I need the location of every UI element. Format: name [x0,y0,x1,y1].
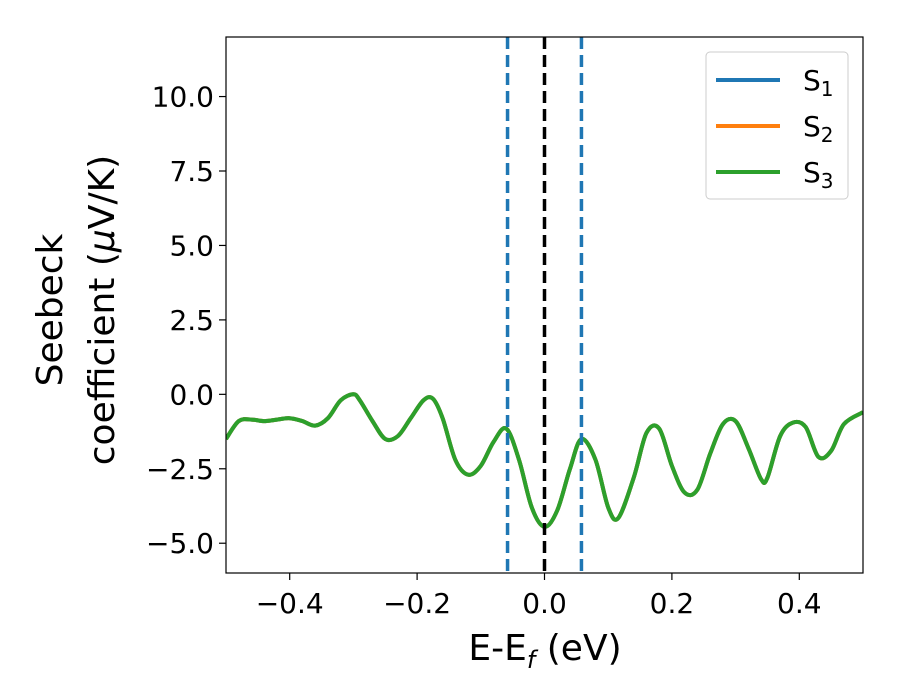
y-axis-label: Seebeck coefficient (μV/K) [30,155,123,465]
y-tick-label: 0.0 [169,378,214,411]
y-tick-label: 5.0 [169,229,214,262]
x-axis: −0.4 −0.2 0.0 0.2 0.4 [256,573,822,620]
y-tick-label: 10.0 [152,81,214,114]
y-tick-label: −2.5 [146,453,214,486]
x-tick-label: 0.2 [650,587,695,620]
x-tick-label: 0.0 [522,587,567,620]
x-tick-label: 0.4 [777,587,822,620]
x-tick-label: −0.2 [383,587,451,620]
legend-label-s2: S2 [803,110,834,147]
legend-label-s3: S3 [803,156,834,193]
y-axis-label-line2: coefficient (μV/K) [82,155,123,465]
x-tick-label: −0.4 [256,587,324,620]
plot-area [226,37,863,573]
series-line-s3 [226,392,863,529]
y-tick-label: 2.5 [169,304,214,337]
legend: S1 S2 S3 [705,51,849,200]
y-tick-label: 7.5 [169,155,214,188]
y-axis-label-line1: Seebeck [30,233,71,386]
y-tick-label: −5.0 [146,527,214,560]
x-axis-label: E-Ef (eV) [468,628,621,674]
legend-label-s1: S1 [803,64,834,101]
y-axis: −5.0 −2.5 0.0 2.5 5.0 7.5 10.0 [146,81,226,560]
